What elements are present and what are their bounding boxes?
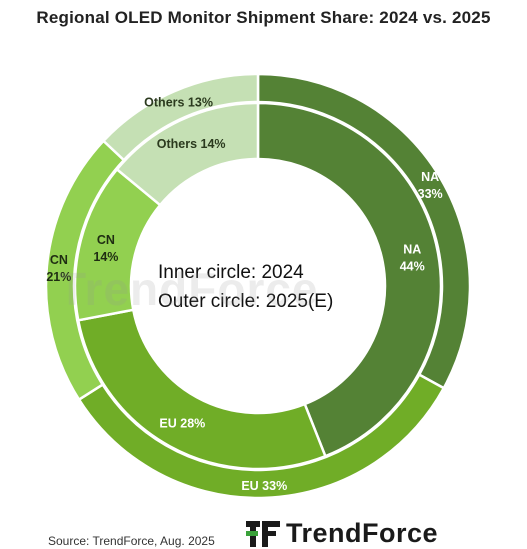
- label-outer-others: Others 13%: [144, 95, 213, 109]
- label-outer-na: NA 33%: [418, 170, 443, 201]
- chart-title: Regional OLED Monitor Shipment Share: 20…: [36, 8, 491, 27]
- slice-inner-others: [115, 101, 260, 207]
- outer-ring-2025: [44, 72, 472, 500]
- inner-ring-2024: [73, 101, 443, 471]
- brand-name: TrendForce: [286, 518, 439, 548]
- source-note: Source: TrendForce, Aug. 2025: [48, 534, 215, 548]
- slice-labels: NA 44% EU 28% CN 14% Others 14% NA 33% EU 33% CN 2…: [46, 95, 442, 492]
- trendforce-logo-icon: [246, 520, 280, 547]
- brand-logo: TrendForce: [246, 518, 438, 549]
- watermark-text: TrendForce: [58, 263, 319, 315]
- label-inner-eu: EU 28%: [159, 417, 205, 431]
- label-inner-na: NA 44%: [400, 243, 425, 274]
- label-outer-eu: EU 33%: [241, 479, 287, 493]
- slice-inner-na: [256, 101, 443, 458]
- label-outer-cn: CN 21%: [46, 253, 71, 284]
- label-inner-others: Others 14%: [157, 137, 226, 151]
- label-inner-cn: CN 14%: [93, 233, 118, 264]
- center-label-inner: Inner circle: 2024: [158, 262, 304, 283]
- center-label-outer: Outer circle: 2025(E): [158, 291, 333, 312]
- slice-inner-eu: [76, 308, 327, 471]
